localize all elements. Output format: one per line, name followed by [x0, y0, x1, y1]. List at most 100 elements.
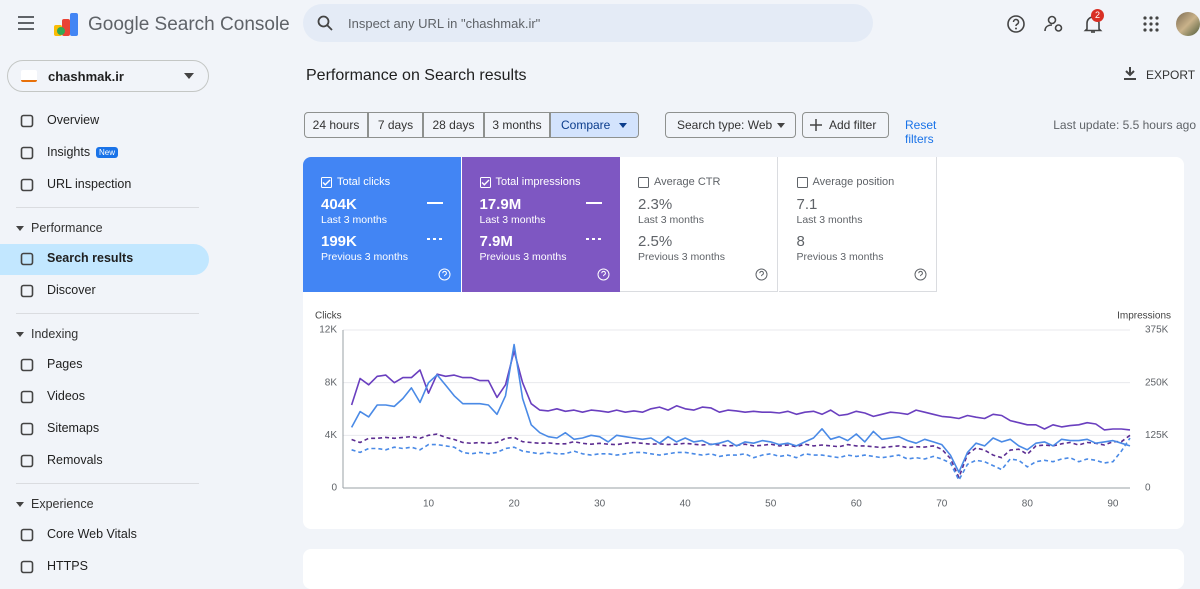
series-line [350, 343, 1131, 473]
product-name: Google Search Console [88, 14, 290, 35]
performance-card: Total clicks 404K Last 3 months 199K Previou… [303, 157, 1184, 529]
series-line [351, 433, 1131, 479]
search-type-button[interactable]: Search type: Web [665, 112, 796, 138]
section-caret [16, 332, 24, 337]
icon-shape [20, 528, 34, 542]
metric-current-period: Last 3 months [321, 214, 387, 226]
app: Google Search Console Inspect any URL in… [0, 4, 1200, 589]
metric-previous: 8 [796, 233, 805, 250]
y-tick-label: 8K [325, 377, 338, 388]
range-button[interactable]: 7 days [368, 112, 423, 138]
export-button[interactable]: EXPORT [1146, 68, 1196, 82]
nav-icon [20, 390, 34, 404]
nav-item[interactable]: Core Web Vitals [47, 527, 137, 541]
menu-icon[interactable] [18, 15, 38, 31]
compare-button[interactable]: Compare [550, 112, 639, 138]
nav-item[interactable]: Search results [47, 251, 134, 265]
series-line [350, 350, 1131, 431]
checkbox [638, 177, 649, 188]
help-mark [759, 270, 764, 277]
nav-icon [20, 284, 34, 298]
help-icon[interactable] [1006, 14, 1026, 34]
nav-item[interactable]: Overview [47, 113, 100, 127]
nav-item[interactable]: HTTPS [47, 559, 88, 573]
metric-previous: 199K [321, 233, 357, 250]
nav-divider [16, 313, 199, 314]
x-tick-label: 10 [423, 499, 435, 510]
range-button[interactable]: 28 days [423, 112, 484, 138]
nav-item[interactable]: Discover [47, 283, 96, 297]
nav-item[interactable]: Sitemaps [47, 421, 100, 435]
metric-card[interactable]: Total impressions 17.9M Last 3 months 7.9M P… [461, 157, 620, 292]
help-circle [597, 268, 609, 281]
nav-item[interactable]: URL inspection [47, 177, 132, 191]
add-filter-button[interactable]: Add filter [802, 112, 889, 138]
add-filter-label: Add filter [829, 118, 877, 132]
icon-shape [20, 390, 34, 404]
metric-current-period: Last 3 months [796, 214, 863, 226]
help-icon[interactable] [438, 268, 451, 281]
metric-card[interactable]: Average CTR 2.3% Last 3 months 2.5% Previous… [620, 157, 778, 292]
apps-icon[interactable] [1143, 16, 1159, 32]
metric-previous-period: Previous 3 months [321, 251, 408, 263]
page-title: Performance on Search results [306, 67, 527, 84]
checkbox [321, 177, 332, 188]
nav-item[interactable]: Removals [47, 453, 103, 467]
range-button[interactable]: 3 months [484, 112, 550, 138]
y2-tick-label: 125K [1145, 430, 1169, 441]
icon-shape [20, 284, 34, 298]
nav-section[interactable]: Performance [31, 221, 103, 235]
y2-tick-label: 375K [1145, 325, 1169, 336]
plus [810, 119, 822, 131]
help-circle [755, 268, 768, 281]
page: Google Search Console Inspect any URL in… [0, 4, 1200, 589]
metric-previous-period: Previous 3 months [796, 251, 884, 263]
nav-section[interactable]: Experience [31, 497, 94, 511]
nav-item[interactable]: Insights [47, 145, 91, 159]
x-tick-label: 30 [594, 499, 606, 510]
nav-icon [20, 560, 34, 574]
metric-previous: 7.9M [479, 233, 513, 250]
chart: Clicks Impressions 0 4K 8K 12K 0 125K 250K 375K 10… [315, 311, 1171, 510]
reset-filters[interactable]: Reset filters [905, 118, 937, 146]
caret [16, 502, 24, 507]
caret [619, 123, 627, 128]
property-selector[interactable]: chashmak.ir [7, 60, 209, 92]
metric-label: Average position [812, 176, 895, 188]
active-pill [0, 244, 209, 275]
x-tick-label: 70 [936, 499, 948, 510]
metric-card[interactable]: Average position 7.1 Last 3 months 8 Previou… [778, 157, 937, 292]
nav-icon [20, 252, 34, 266]
help-icon[interactable] [755, 268, 768, 281]
nav-section[interactable]: Indexing [31, 327, 79, 341]
x-tick-label: 40 [680, 499, 692, 510]
compare-label: Compare [561, 118, 611, 132]
range-button[interactable]: 24 hours [304, 112, 368, 138]
caret [16, 226, 24, 231]
checkbox [479, 177, 491, 188]
icon-shape [20, 560, 34, 574]
nav-icon [20, 114, 34, 128]
section-caret [16, 226, 24, 231]
search-placeholder: Inspect any URL in "chashmak.ir" [348, 16, 541, 31]
metric-current: 17.9M [479, 196, 522, 213]
nav-item[interactable]: Videos [47, 389, 85, 403]
metric-current: 2.3% [638, 196, 673, 213]
compare-caret [619, 123, 627, 128]
checkbox-box [796, 177, 808, 188]
metric-previous-period: Previous 3 months [638, 251, 725, 263]
users-icon[interactable] [1044, 14, 1064, 34]
table-card [303, 549, 1184, 589]
avatar[interactable] [1176, 12, 1200, 36]
help-icon[interactable] [597, 268, 610, 281]
y-tick-label: 0 [331, 483, 337, 494]
section-caret [16, 502, 24, 507]
help-icon[interactable] [914, 268, 927, 281]
metric-card[interactable]: Total clicks 404K Last 3 months 199K Previou… [303, 157, 461, 292]
metric-current-period: Last 3 months [479, 214, 546, 226]
nav-icon [20, 358, 34, 372]
search-box[interactable]: Inspect any URL in "chashmak.ir" [303, 4, 873, 42]
nav-item[interactable]: Pages [47, 357, 83, 371]
metric-current-period: Last 3 months [638, 214, 704, 226]
x-tick-label: 50 [765, 499, 777, 510]
